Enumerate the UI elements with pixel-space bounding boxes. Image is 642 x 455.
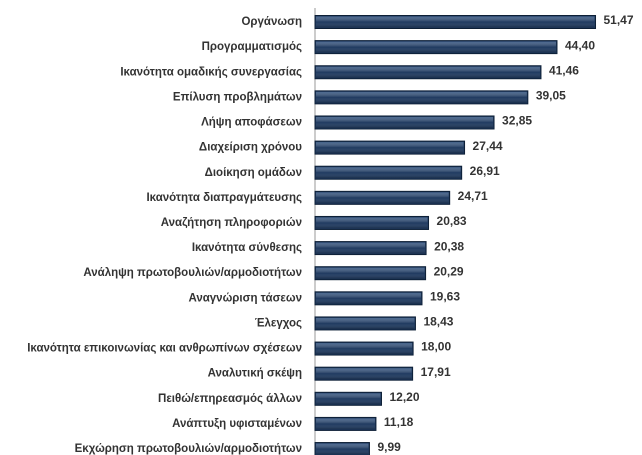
value-label: 24,71 bbox=[458, 189, 488, 203]
value-label: 32,85 bbox=[502, 114, 532, 128]
value-label: 11,18 bbox=[384, 415, 414, 429]
y-tick-label: Προγραμματισμός bbox=[202, 41, 302, 53]
bar-shade bbox=[316, 91, 527, 103]
value-label: 18,43 bbox=[423, 315, 453, 329]
bar-shade bbox=[316, 16, 595, 28]
y-tick-label: Ικανότητα σύνθεσης bbox=[192, 242, 302, 254]
bar-shade bbox=[316, 66, 540, 78]
value-label: 20,83 bbox=[437, 214, 467, 228]
value-label: 17,91 bbox=[421, 365, 451, 379]
bar-shade bbox=[316, 242, 426, 254]
value-label: 20,38 bbox=[434, 239, 464, 253]
bar-shade bbox=[316, 393, 381, 405]
value-label: 26,91 bbox=[470, 164, 500, 178]
y-tick-label: Επίλυση προβλημάτων bbox=[173, 91, 302, 103]
y-tick-label: Ικανότητα διαπραγμάτευσης bbox=[146, 192, 302, 204]
value-label: 44,40 bbox=[565, 38, 595, 52]
bar-shade bbox=[316, 142, 464, 154]
value-label: 39,05 bbox=[536, 89, 566, 103]
bar-shade bbox=[316, 116, 494, 128]
bar-shade bbox=[316, 192, 449, 204]
y-tick-label: Αναγνώριση τάσεων bbox=[188, 292, 302, 304]
y-tick-label: Ικανότητα ομαδικής συνεργασίας bbox=[120, 66, 302, 78]
bar-shade bbox=[316, 317, 415, 329]
bar-shade bbox=[316, 267, 425, 279]
y-tick-label: Διοίκηση ομάδων bbox=[205, 167, 302, 179]
y-tick-label: Έλεγχος bbox=[255, 317, 302, 329]
bar-shade bbox=[316, 443, 369, 455]
bar-shade bbox=[316, 368, 412, 380]
y-tick-label: Πειθώ/επηρεασμός άλλων bbox=[158, 393, 302, 405]
bar-shade bbox=[316, 292, 421, 304]
bar-shade bbox=[316, 167, 461, 179]
value-label: 20,29 bbox=[434, 264, 464, 278]
value-label: 27,44 bbox=[473, 139, 503, 153]
bar-shade bbox=[316, 418, 375, 430]
y-tick-label: Αναζήτηση πληροφοριών bbox=[161, 217, 302, 229]
bar-shade bbox=[316, 41, 556, 53]
y-tick-label: Ανάληψη πρωτοβουλιών/αρμοδιοτήτων bbox=[83, 267, 302, 279]
y-tick-label: Διαχείριση χρόνου bbox=[199, 142, 302, 154]
y-tick-label: Λήψη αποφάσεων bbox=[201, 117, 302, 129]
value-label: 12,20 bbox=[389, 390, 419, 404]
bar-shade bbox=[316, 343, 413, 355]
value-label: 9,99 bbox=[377, 440, 401, 454]
value-label: 51,47 bbox=[604, 13, 634, 27]
value-label: 41,46 bbox=[549, 63, 579, 77]
y-tick-label: Ικανότητα επικοινωνίας και ανθρωπίνων σχ… bbox=[27, 343, 302, 355]
value-label: 18,00 bbox=[421, 340, 451, 354]
y-tick-label: Ανάπτυξη υφισταμένων bbox=[172, 418, 302, 430]
y-tick-label: Οργάνωση bbox=[241, 16, 302, 28]
y-tick-label: Αναλυτική σκέψη bbox=[208, 368, 302, 380]
y-tick-label: Εκχώρηση πρωτοβουλιών/αρμοδιοτήτων bbox=[75, 443, 302, 455]
bar-shade bbox=[316, 217, 428, 229]
value-label: 19,63 bbox=[430, 289, 460, 303]
